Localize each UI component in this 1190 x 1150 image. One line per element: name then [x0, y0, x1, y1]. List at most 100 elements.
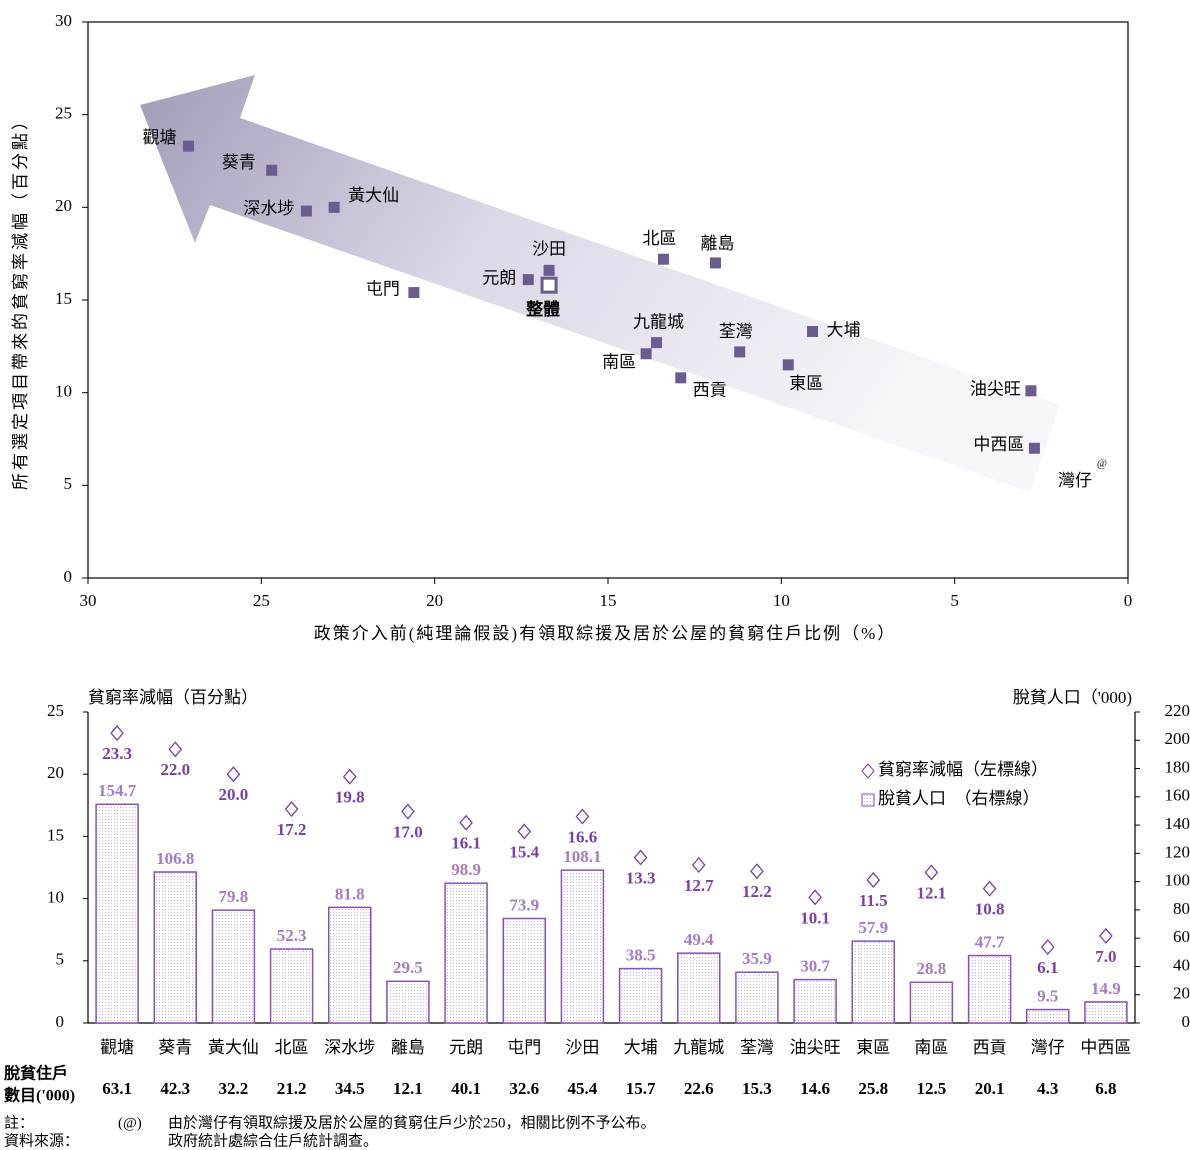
- point-label: 屯門: [366, 279, 400, 298]
- diamond-label: 23.3: [102, 744, 132, 763]
- y2-tick-label: 100: [1165, 871, 1190, 890]
- diamond-label: 11.5: [859, 891, 888, 910]
- bar: [1084, 1001, 1128, 1024]
- bar: [967, 954, 1012, 1024]
- y-tick-label: 25: [55, 104, 72, 123]
- x-tick-label: 0: [1124, 591, 1133, 610]
- diamond: [982, 880, 997, 897]
- diamond: [1099, 927, 1113, 944]
- point-label: 西貢: [693, 381, 727, 400]
- diamond-label: 17.2: [277, 820, 307, 839]
- diamond-label: 10.1: [800, 908, 830, 927]
- point: [543, 264, 555, 276]
- diamond: [575, 808, 590, 825]
- point: [640, 348, 652, 360]
- diamond-label: 20.0: [219, 785, 249, 804]
- household-value: 34.5: [335, 1079, 365, 1098]
- diamond-label: 6.1: [1037, 958, 1058, 977]
- y-tick-label: 10: [47, 888, 64, 907]
- bar: [560, 869, 605, 1024]
- point-label: 大埔: [827, 320, 861, 339]
- diamond-label: 15.4: [509, 842, 539, 861]
- diamond: [517, 823, 532, 840]
- bar: [386, 980, 430, 1024]
- bar: [95, 803, 139, 1024]
- x-tick-label: 灣仔: [1031, 1038, 1065, 1057]
- overall-label: 整體: [526, 299, 560, 319]
- bar-label: 154.7: [98, 781, 137, 800]
- diamond: [691, 857, 706, 874]
- household-value: 63.1: [102, 1079, 132, 1098]
- diamond-label: 16.6: [568, 827, 598, 846]
- household-value: 6.8: [1095, 1079, 1116, 1098]
- diamond: [284, 801, 299, 818]
- diamond-label: 7.0: [1095, 947, 1116, 966]
- y2-tick-label: 140: [1165, 814, 1190, 833]
- y-tick-label: 0: [64, 567, 73, 586]
- diamond-label: 13.3: [626, 868, 656, 887]
- x-tick-label: 沙田: [565, 1038, 599, 1057]
- overall-point: [540, 276, 558, 294]
- y2-tick-label: 160: [1165, 786, 1190, 805]
- bar-label: 52.3: [277, 926, 307, 945]
- point-label: 深水埗: [243, 199, 294, 218]
- x-tick-label: 15: [600, 591, 617, 610]
- x-tick-label: 東區: [856, 1038, 890, 1057]
- y-tick-label: 20: [55, 196, 72, 215]
- household-value: 12.5: [917, 1079, 947, 1098]
- point-label: 中西區: [973, 435, 1024, 454]
- diamond-label: 12.7: [684, 876, 714, 895]
- household-value: 12.1: [393, 1079, 423, 1098]
- legend-symbol: [861, 763, 875, 779]
- household-value: 15.7: [626, 1079, 656, 1098]
- point-label: 觀塘: [143, 128, 177, 147]
- diamond: [342, 768, 357, 785]
- bar-label: 81.8: [335, 884, 365, 903]
- y2-tick-label: 180: [1165, 757, 1190, 776]
- x-tick-label: 荃灣: [740, 1038, 774, 1057]
- legend-label: 脫貧人口 （右標線）: [878, 789, 1040, 808]
- diamond-label: 17.0: [393, 822, 423, 841]
- diamond: [168, 741, 183, 758]
- diamond: [750, 863, 764, 880]
- bar: [618, 967, 663, 1024]
- bar-label: 49.4: [684, 930, 714, 949]
- trend-arrow: [140, 75, 1060, 492]
- y2-tick-label: 220: [1165, 701, 1190, 720]
- x-tick-label: 5: [950, 591, 959, 610]
- diamond-label: 16.1: [451, 834, 481, 853]
- household-value: 21.2: [277, 1079, 307, 1098]
- annotation-mark: @: [1097, 458, 1107, 470]
- y-tick-label: 5: [64, 474, 73, 493]
- household-value: 20.1: [975, 1079, 1005, 1098]
- x-axis-title: 政策介入前(純理論假設)有領取綜援及居於公屋的貧窮住戶比例（%）: [314, 624, 896, 643]
- legend-label: 貧窮率減幅（左標線）: [878, 760, 1048, 779]
- point-label: 元朗: [482, 269, 516, 288]
- point: [782, 359, 794, 371]
- note-mark: (@): [118, 1115, 142, 1131]
- bar-label: 98.9: [451, 860, 481, 879]
- y-tick-label: 0: [56, 1012, 65, 1031]
- bar-label: 9.5: [1037, 986, 1058, 1005]
- y-tick-label: 25: [47, 701, 64, 720]
- bar: [444, 882, 488, 1024]
- y2-axis-title: 脫貧人口（'000): [1013, 688, 1132, 707]
- bar-label: 79.8: [219, 887, 249, 906]
- household-value: 22.6: [684, 1079, 714, 1098]
- bar-label: 47.7: [975, 932, 1005, 951]
- x-tick-label: 西貢: [973, 1038, 1007, 1057]
- y2-tick-label: 20: [1173, 984, 1190, 1003]
- household-value: 4.3: [1037, 1079, 1058, 1098]
- bar: [909, 981, 954, 1024]
- x-tick-label: 油尖旺: [790, 1038, 841, 1057]
- point-label: 離島: [700, 234, 734, 253]
- x-tick-label: 九龍城: [673, 1038, 724, 1057]
- point-label: 葵青: [222, 153, 256, 172]
- point: [266, 164, 278, 176]
- bar: [677, 952, 721, 1024]
- legend-symbol: [861, 793, 875, 807]
- point-label: 北區: [642, 229, 676, 248]
- point-label: 油尖旺: [970, 380, 1021, 399]
- y2-tick-label: 40: [1173, 955, 1190, 974]
- point-label: 東區: [789, 374, 823, 393]
